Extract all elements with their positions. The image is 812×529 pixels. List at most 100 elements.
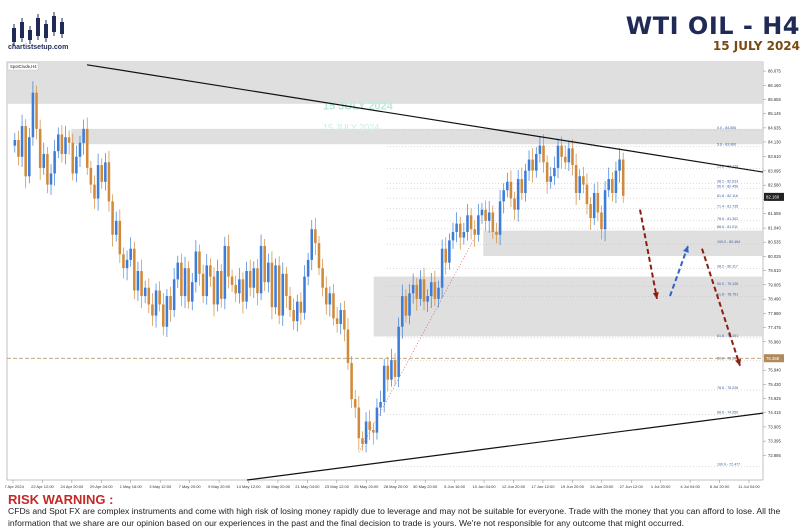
candle-body [75,156,78,174]
candle-body [401,296,404,327]
x-tick-label: 30 May 20:00 [413,484,438,489]
y-tick-label: 81.555 [768,211,781,216]
candle-body [78,142,82,157]
candle-body [60,134,64,154]
y-tick-label: 86.160 [768,83,781,88]
candle-body [143,287,147,297]
candle-body [306,259,310,277]
y-tick-label: 84.130 [768,139,781,144]
candle-body [538,145,542,154]
level-price-tag [764,354,784,363]
candle-body [513,198,516,210]
current-price-tag [764,192,784,201]
candle-body [560,145,563,157]
price-chart: 15 JULY 2024 15 JULY 2024 0.0 - 84.556 5.6 … [2,61,784,489]
fib-label: 61.8 - 82.116 [717,194,738,198]
candle-body [281,273,285,316]
candle-body [85,128,89,168]
candle-body [100,165,103,182]
fib-label: 78.6 - 75.228 [717,386,738,390]
candle-body [89,167,93,185]
candle-body [589,204,592,219]
candle-body [267,262,270,283]
candle-body [386,365,390,380]
risk-warning-body: CFDs and Spot FX are complex instruments… [8,505,808,529]
candle-body [343,310,346,330]
candle-body [433,282,437,299]
candle-body [299,301,303,313]
y-tick-label: 75.430 [768,382,781,387]
watermark-text-2: 15 JULY 2024 [323,122,379,132]
candle-body [165,296,169,327]
candle-body [241,279,245,302]
y-tick-label: 74.415 [768,410,781,415]
candle-body [578,176,582,193]
candle-body [169,296,172,311]
page-date: 15 JULY 2024 [712,39,800,53]
y-tick-label: 78.490 [768,297,781,302]
candle-body [133,248,136,291]
candle-body [321,268,324,288]
candle-body [292,310,295,322]
x-tick-label: 7 May 20:00 [179,484,202,489]
candle-body [314,229,317,244]
x-tick-label: 12 Jun 20:00 [502,484,526,489]
candle-body [209,265,212,277]
candle-body [614,170,618,193]
candle-body [140,271,143,297]
candle-body [618,159,621,171]
fib-label: 38.2 - 82.633 [717,180,738,184]
candle-body [603,190,607,230]
x-tick-label: 25 May 20:00 [354,484,379,489]
fib-label: 50.0 - 82.456 [717,185,738,189]
y-tick-label: 82.580 [768,183,781,188]
candle-body [571,148,574,166]
candle-body [172,279,176,311]
candle-body [24,126,27,177]
candle-body [53,151,56,174]
candle-body [317,243,321,269]
bullish-arrow [669,245,689,297]
candle-body [426,296,429,302]
candle-body [415,284,419,299]
candle-body [71,142,75,174]
candle-body [324,287,328,305]
x-tick-label: 1 Jul 20:00 [651,484,671,489]
y-tick-label: 79.510 [768,268,781,273]
zone-0 [7,62,763,104]
candle-body [259,245,263,294]
resistance-trendline [86,64,764,173]
y-tick-label: 85.145 [768,111,781,116]
candle-body [535,153,538,171]
y-tick-label: 77.475 [768,325,781,330]
candle-body [563,156,567,163]
candle-body [353,399,357,408]
candle-body [422,279,426,302]
risk-warning-text: CFDs and Spot FX are complex instruments… [8,506,781,528]
candle-body [437,287,440,299]
candle-body [285,273,288,297]
candle-body [611,179,614,193]
y-tick-label: 73.905 [768,424,781,429]
candle-body [238,279,241,294]
candle-body [419,279,422,299]
x-tick-label: 5 Jun 16:00 [444,484,466,489]
candle-body [31,92,35,138]
candle-body [527,159,531,171]
candle-body [277,265,281,316]
symbol-label-box [7,62,39,71]
risk-warning-title: RISK WARNING : [8,492,114,507]
candle-body [296,301,299,322]
x-tick-label: 21 May 04:00 [295,484,320,489]
bearish-arrow-2 [701,248,741,367]
candle-body [162,304,165,327]
candle-body [502,190,505,202]
candle-body [122,254,125,269]
x-tick-label: 17 Apr 2024 [5,484,25,489]
candle-body [219,271,223,299]
logo-text: chartistsetup.com [8,44,69,51]
candle-body [256,268,259,294]
x-tick-label: 4 Jul 04:00 [680,484,700,489]
candle-body [375,407,379,433]
candle-body [13,140,17,146]
